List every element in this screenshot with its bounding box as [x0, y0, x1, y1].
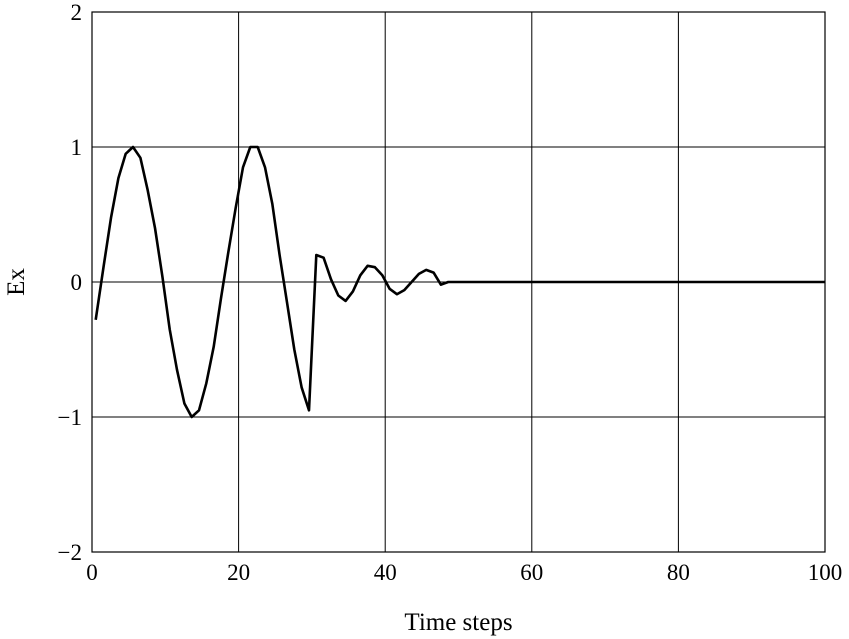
y-tick-label: 2 [71, 0, 83, 25]
y-tick-label: −1 [58, 405, 82, 430]
x-axis-ticks: 0 20 40 60 80 100 [86, 560, 842, 585]
x-tick-label: 20 [227, 560, 250, 585]
y-axis-label: Ex [3, 268, 30, 296]
y-tick-label: 0 [71, 270, 83, 295]
x-tick-label: 100 [808, 560, 843, 585]
y-tick-label: −2 [58, 540, 82, 565]
y-axis-ticks: 2 1 0 −1 −2 [58, 0, 82, 565]
x-tick-label: 60 [520, 560, 543, 585]
series-line-ex [94, 145, 825, 419]
x-axis-label: Time steps [404, 609, 512, 636]
y-tick-label: 1 [71, 135, 83, 160]
x-tick-label: 0 [86, 560, 98, 585]
x-tick-label: 40 [374, 560, 397, 585]
x-tick-label: 80 [667, 560, 690, 585]
